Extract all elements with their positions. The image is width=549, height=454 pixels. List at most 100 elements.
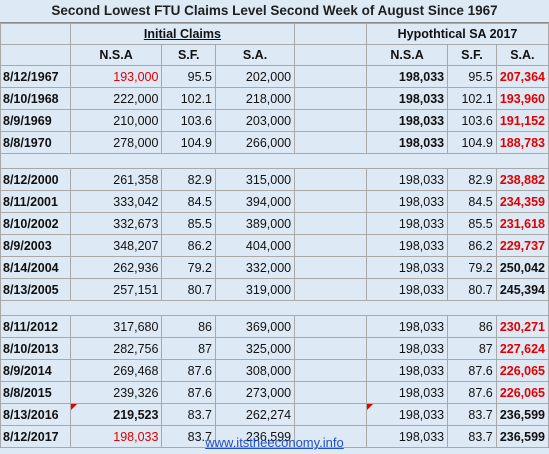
group-header-hypothetical: Hypothtical SA 2017	[366, 23, 549, 45]
table-row: 8/12/2000 261,358 82.9 315,000 198,033 82.9 23…	[0, 168, 549, 191]
hyp-sa-cell: 226,065	[495, 381, 549, 404]
gap-cell	[294, 168, 368, 191]
hyp-sf-cell: 83.7	[447, 425, 497, 448]
nsa-cell: 332,673	[69, 212, 163, 235]
sa-cell: 315,000	[214, 168, 296, 191]
sf-cell: 82.9	[161, 168, 216, 191]
table-row: 8/9/2014 269,468 87.6 308,000 198,033 87.6 226…	[0, 359, 549, 382]
hyp-nsa-cell: 198,033	[366, 403, 449, 426]
table-row: 8/9/1969 210,000 103.6 203,000 198,033 103.6 1…	[0, 109, 549, 132]
nsa-cell: 219,523	[69, 403, 163, 426]
hyp-nsa-cell: 198,033	[366, 87, 449, 110]
gap-cell	[294, 381, 368, 404]
nsa-cell: 210,000	[69, 109, 163, 132]
hyp-nsa-cell: 198,033	[366, 234, 449, 257]
date-cell: 8/11/2001	[0, 190, 71, 213]
hyp-sa-cell: 231,618	[495, 212, 549, 235]
hyp-sa-cell: 226,065	[495, 359, 549, 382]
gap-cell	[294, 109, 368, 132]
hyp-sf-cell: 86.2	[447, 234, 497, 257]
nsa-cell: 261,358	[69, 168, 163, 191]
sf-cell: 86	[161, 315, 216, 338]
col-header-nsa: N.S.A	[69, 44, 163, 66]
sa-cell: 332,000	[214, 256, 296, 279]
nsa-cell: 222,000	[69, 87, 163, 110]
hyp-sf-cell: 87.6	[447, 359, 497, 382]
sf-cell: 84.5	[161, 190, 216, 213]
date-cell: 8/8/2015	[0, 381, 71, 404]
col-header-hyp-sa: S.A.	[495, 44, 549, 66]
hyp-sf-cell: 79.2	[447, 256, 497, 279]
hyp-sf-cell: 103.6	[447, 109, 497, 132]
hyp-nsa-cell: 198,033	[366, 256, 449, 279]
table-row: 8/10/1968 222,000 102.1 218,000 198,033 102.1…	[0, 87, 549, 110]
group-separator	[0, 153, 549, 169]
date-cell: 8/12/2017	[0, 425, 71, 448]
nsa-cell: 269,468	[69, 359, 163, 382]
hyp-sf-cell: 82.9	[447, 168, 497, 191]
sf-cell: 104.9	[161, 131, 216, 154]
sa-cell: 266,000	[214, 131, 296, 154]
sa-cell: 236,599	[214, 425, 296, 448]
date-cell: 8/9/1969	[0, 109, 71, 132]
sa-cell: 389,000	[214, 212, 296, 235]
hyp-sf-cell: 84.5	[447, 190, 497, 213]
hyp-nsa-cell: 198,033	[366, 337, 449, 360]
sf-cell: 87	[161, 337, 216, 360]
website-link[interactable]: www.itstheeconomy.info	[205, 435, 344, 450]
date-cell: 8/13/2016	[0, 403, 71, 426]
col-header-hyp-sf: S.F.	[447, 44, 497, 66]
header-row-columns: N.S.A S.F. S.A. N.S.A S.F. S.A.	[0, 44, 549, 66]
table-row: 8/12/2017 198,033 83.7 236,599 198,033 83.7 23…	[0, 425, 549, 448]
table-row: 8/10/2002 332,673 85.5 389,000 198,033 85.5 23…	[0, 212, 549, 235]
sf-cell: 85.5	[161, 212, 216, 235]
hyp-sa-cell: 230,271	[495, 315, 549, 338]
gap-cell	[294, 87, 368, 110]
hyp-nsa-cell: 198,033	[366, 131, 449, 154]
gap-cell	[294, 256, 368, 279]
table-row: 8/8/1970 278,000 104.9 266,000 198,033 104.9 1…	[0, 131, 549, 154]
header-row-groups: Initial Claims Hypothtical SA 2017	[0, 23, 549, 45]
hyp-nsa-cell: 198,033	[366, 381, 449, 404]
hyp-sf-cell: 95.5	[447, 65, 497, 88]
table-row: 8/8/2015 239,326 87.6 273,000 198,033 87.6 226…	[0, 381, 549, 404]
hyp-sa-cell: 245,394	[495, 278, 549, 301]
date-cell: 8/10/1968	[0, 87, 71, 110]
hyp-sf-cell: 87	[447, 337, 497, 360]
hyp-sa-cell: 236,599	[495, 425, 549, 448]
sa-cell: 325,000	[214, 337, 296, 360]
sf-cell: 102.1	[161, 87, 216, 110]
blank-header-cell	[0, 23, 71, 45]
gap-cell	[294, 190, 368, 213]
nsa-cell: 193,000	[69, 65, 163, 88]
hyp-sf-cell: 83.7	[447, 403, 497, 426]
hyp-nsa-cell: 198,033	[366, 65, 449, 88]
separator-cell	[0, 153, 549, 169]
nsa-cell: 333,042	[69, 190, 163, 213]
table-row: 8/13/2005 257,151 80.7 319,000 198,033 80.7 24…	[0, 278, 549, 301]
table-row: 8/11/2001 333,042 84.5 394,000 198,033 84.5 23…	[0, 190, 549, 213]
gap-cell	[294, 403, 368, 426]
col-header-sf: S.F.	[161, 44, 216, 66]
sa-cell: 394,000	[214, 190, 296, 213]
hyp-nsa-cell: 198,033	[366, 109, 449, 132]
sf-cell: 80.7	[161, 278, 216, 301]
col-header-hyp-nsa: N.S.A	[366, 44, 449, 66]
table-row: 8/10/2013 282,756 87 325,000 198,033 87 227,62…	[0, 337, 549, 360]
hyp-sa-cell: 227,624	[495, 337, 549, 360]
hyp-nsa-cell: 198,033	[366, 168, 449, 191]
date-cell: 8/14/2004	[0, 256, 71, 279]
hyp-sf-cell: 102.1	[447, 87, 497, 110]
date-cell: 8/11/2012	[0, 315, 71, 338]
nsa-cell: 257,151	[69, 278, 163, 301]
gap-cell	[294, 234, 368, 257]
claims-table: Initial Claims Hypothtical SA 2017 N.S.A…	[0, 23, 549, 448]
hyp-nsa-cell: 198,033	[366, 359, 449, 382]
sf-cell: 86.2	[161, 234, 216, 257]
gap-cell	[294, 44, 368, 66]
sa-cell: 273,000	[214, 381, 296, 404]
blank-header-cell	[0, 44, 71, 66]
table-row: 8/14/2004 262,936 79.2 332,000 198,033 79.2 25…	[0, 256, 549, 279]
nsa-cell: 239,326	[69, 381, 163, 404]
hyp-sa-cell: 191,152	[495, 109, 549, 132]
